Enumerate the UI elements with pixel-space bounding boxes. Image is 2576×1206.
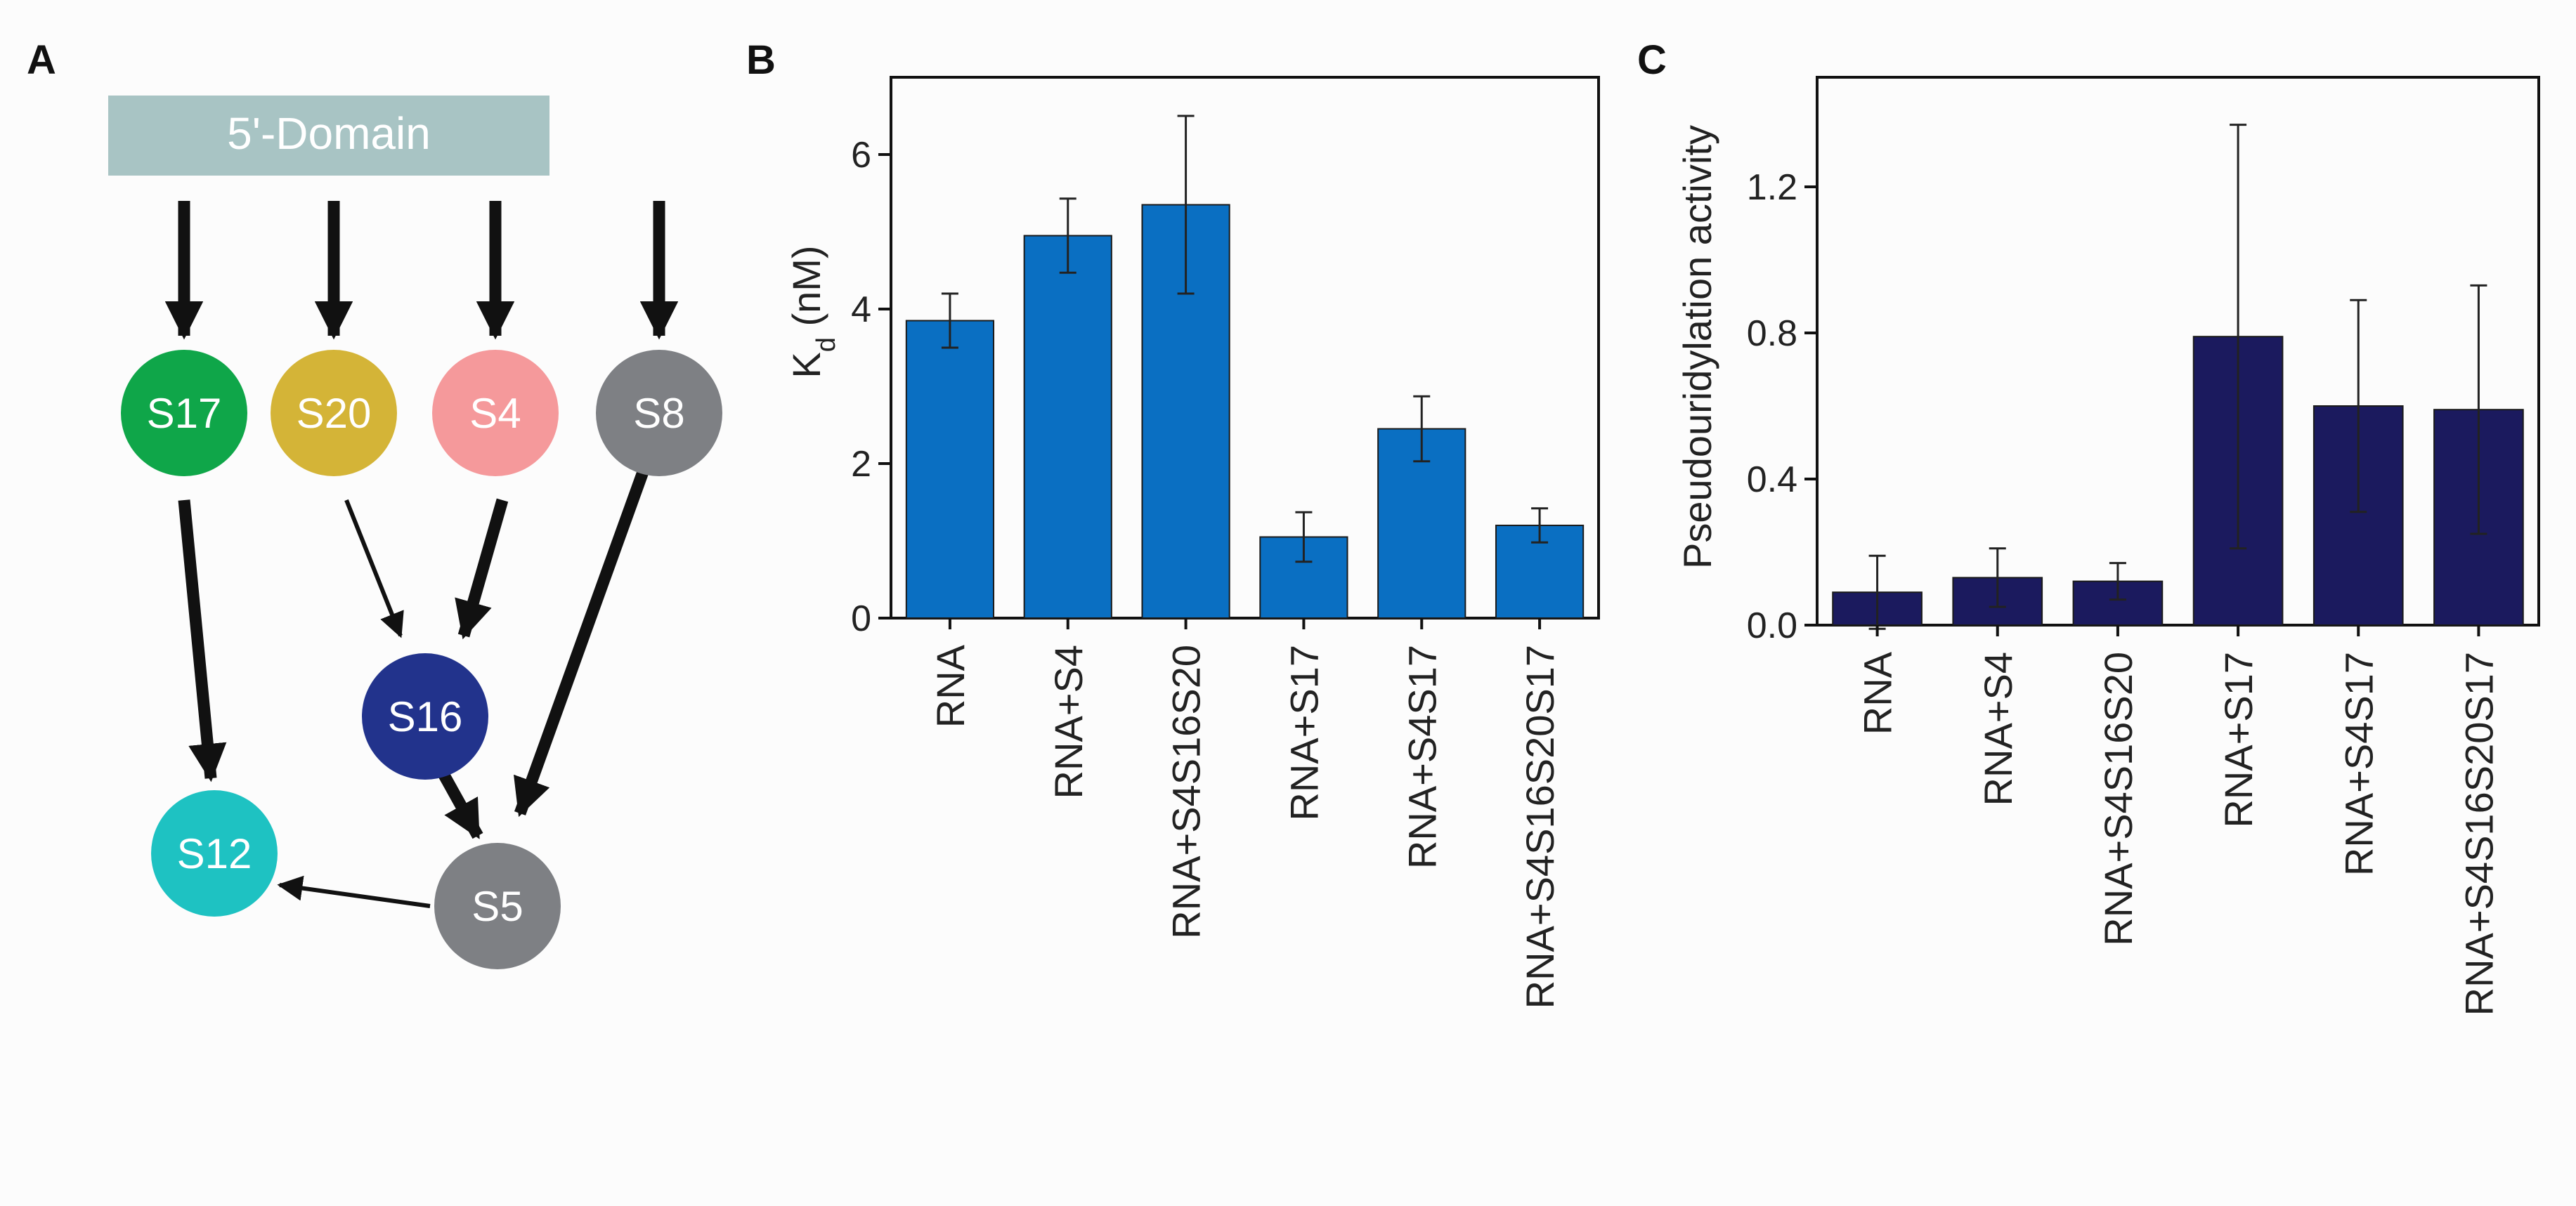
kd-category-label: RNA+S4S17 — [1400, 645, 1444, 869]
node-s16 — [362, 653, 488, 780]
kd-y-tick-label: 4 — [851, 289, 871, 330]
kd-bar — [1023, 235, 1112, 619]
activity-category-label: RNA+S17 — [2216, 652, 2260, 828]
node-s12 — [151, 790, 278, 917]
panel-c-label: C — [1637, 37, 1667, 83]
kd-category-label: RNA+S4S16S20 — [1164, 645, 1209, 939]
node-s5-label: S5 — [471, 883, 523, 930]
node-s16-label: S16 — [388, 693, 463, 740]
dependency-arrows — [164, 201, 679, 908]
five-prime-domain-label: 5'-Domain — [227, 108, 431, 159]
panel-c: C Pseudouridylation activity 0.0 0.4 0.8 1.… — [1637, 37, 2540, 1016]
node-s17 — [121, 350, 247, 476]
node-s4-label: S4 — [469, 390, 521, 437]
kd-bar — [905, 320, 995, 619]
ylabel-unit: (nM) — [784, 245, 828, 337]
node-s20 — [271, 350, 397, 476]
kd-category-label: RNA+S4S16S20S17 — [1518, 645, 1562, 1009]
node-s12-label: S12 — [177, 830, 252, 877]
arrow-s8-to-s5 — [513, 470, 649, 818]
arrow-s5-to-s12 — [277, 875, 431, 908]
kd-bar-chart: 0 2 4 6 RNA RNA+S4 RNA+S4S16S20 RNA+S17 RNA+S4S1… — [851, 76, 1600, 1009]
y-axis-label-kd: Kd (nM) — [784, 245, 841, 378]
y-axis-label-activity: Pseudouridylation activity — [1675, 125, 1719, 569]
panel-a: A 5'-Domain S17 S20 S4 S8 S16 — [27, 37, 722, 969]
node-s5 — [434, 843, 561, 969]
panel-b: B Kd (nM) 0 2 4 6 RNA RNA+S4 RNA+S4S16S20 RNA+S… — [746, 37, 1600, 1009]
node-s8-label: S8 — [633, 390, 684, 437]
ylabel-subscript: d — [812, 337, 841, 352]
node-s4 — [432, 350, 559, 476]
arrow-s4-to-s16 — [455, 498, 509, 640]
activity-bar-chart: 0.0 0.4 0.8 1.2 RNA RNA+S4 RNA+S4S16S20 RNA+S17… — [1747, 76, 2540, 1016]
activity-category-label: RNA+S4S16S20 — [2096, 652, 2140, 946]
kd-y-tick-label: 6 — [851, 135, 871, 176]
activity-category-label: RNA+S4S16S20S17 — [2457, 652, 2501, 1016]
kd-y-tick-label: 0 — [851, 598, 871, 639]
activity-y-tick-label: 1.2 — [1747, 167, 1797, 208]
kd-category-label: RNA+S17 — [1282, 645, 1326, 821]
kd-y-tick-label: 2 — [851, 444, 871, 485]
activity-category-label: RNA+S4 — [1976, 652, 2020, 806]
kd-category-label: RNA — [928, 644, 972, 728]
activity-y-tick-label: 0.0 — [1747, 605, 1797, 646]
kd-plot-frame — [890, 76, 1600, 620]
arrow-s20-to-s16 — [344, 499, 404, 638]
activity-y-tick-label: 0.4 — [1747, 459, 1797, 500]
arrow-s17-to-s12 — [178, 499, 227, 782]
activity-plot-frame — [1816, 76, 2540, 627]
panel-b-label: B — [746, 37, 776, 83]
activity-category-label: RNA+S4S17 — [2336, 652, 2381, 876]
ylabel-main: K — [784, 352, 828, 378]
node-s20-label: S20 — [297, 390, 372, 437]
five-prime-domain-box — [108, 96, 549, 176]
node-s8 — [596, 350, 722, 476]
panel-a-label: A — [27, 37, 56, 83]
node-s17-label: S17 — [147, 390, 222, 437]
activity-category-label: RNA — [1856, 651, 1900, 735]
kd-category-label: RNA+S4 — [1046, 645, 1091, 799]
arrow-s16-to-s5 — [437, 769, 483, 839]
protein-nodes: S17 S20 S4 S8 S16 S12 S5 — [121, 350, 722, 969]
activity-y-tick-label: 0.8 — [1747, 313, 1797, 354]
